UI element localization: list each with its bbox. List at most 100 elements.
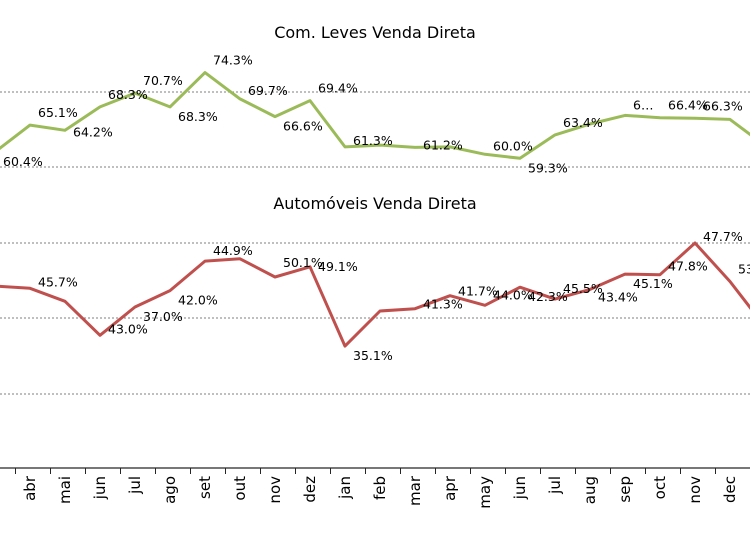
- data-point: [29, 287, 31, 290]
- data-point: [484, 153, 486, 156]
- x-tick-labels: mar abr mai jun jul ago set out nov dez jan feb mar a…: [0, 475, 739, 509]
- data-label: 68.3%: [178, 109, 218, 124]
- x-tick-label: oct: [651, 476, 669, 499]
- data-point: [659, 273, 661, 276]
- x-tick-label: jun: [511, 476, 529, 500]
- data-point: [64, 129, 66, 132]
- data-point: [484, 304, 486, 307]
- x-tick-label: ago: [161, 476, 179, 504]
- x-tick-label: dec: [721, 476, 739, 503]
- data-label: 69.4%: [318, 81, 358, 96]
- data-label: 44.9%: [213, 243, 253, 258]
- data-point: [204, 260, 206, 262]
- x-tick-label: jul: [546, 476, 564, 495]
- x-tick-label: out: [231, 476, 249, 501]
- data-label: 41.3%: [423, 297, 463, 312]
- x-tick-label: nov: [686, 476, 704, 504]
- x-tick-label: jul: [126, 476, 144, 495]
- data-label: 74.3%: [213, 53, 253, 68]
- data-point: [64, 300, 66, 303]
- data-label: 66.4%: [668, 98, 708, 113]
- x-tick-label: sep: [616, 476, 634, 503]
- data-point: [379, 310, 381, 312]
- data-point: [239, 98, 241, 100]
- x-axis-ticks: [15, 468, 716, 474]
- data-point: [624, 273, 626, 275]
- data-point: [414, 307, 416, 310]
- data-point: [239, 258, 241, 260]
- x-tick-label: aug: [581, 476, 599, 504]
- x-tick-label: mar: [0, 475, 4, 506]
- data-label: 60.4%: [3, 154, 43, 169]
- data-label: 47.7%: [703, 229, 743, 244]
- data-label: 60.0%: [493, 138, 533, 153]
- data-point: [729, 118, 731, 121]
- data-label: 70.7%: [143, 73, 183, 88]
- data-point: [344, 345, 346, 347]
- data-label: 47.8%: [668, 259, 708, 274]
- x-tick-label: apr: [441, 475, 459, 501]
- data-label: 63.4%: [563, 115, 603, 130]
- data-label: 42.0%: [178, 293, 218, 308]
- data-point: [379, 144, 381, 146]
- data-label: 35.1%: [353, 348, 393, 363]
- data-point: [694, 242, 696, 244]
- data-label: 37.0%: [143, 309, 183, 324]
- chart-title-com-leves: Com. Leves Venda Direta: [274, 23, 476, 42]
- data-point: [204, 71, 206, 74]
- data-label: 66.6%: [283, 119, 323, 134]
- x-tick-label: may: [476, 476, 494, 509]
- data-label: 43.4%: [598, 289, 638, 304]
- data-label: 45.7%: [38, 274, 78, 289]
- data-label: 45.5%: [563, 281, 603, 296]
- data-point: [694, 117, 696, 120]
- data-point: [169, 289, 171, 292]
- data-point: [589, 288, 591, 291]
- data-label: 6…: [633, 97, 653, 112]
- series-layer: 60.4%65.1%64.2%68.3%70.7%68.3%74.3%69.7%…: [0, 53, 750, 363]
- data-point: [309, 266, 311, 268]
- data-point: [99, 106, 101, 108]
- data-point: [274, 276, 276, 278]
- data-point: [554, 298, 556, 300]
- data-label: 61.3%: [353, 133, 393, 148]
- data-label: 64.2%: [73, 124, 113, 139]
- data-point: [134, 306, 136, 308]
- data-point: [449, 294, 451, 297]
- data-point: [309, 99, 311, 102]
- data-label: 66.3%: [703, 98, 743, 113]
- data-label: 68.3%: [108, 87, 148, 102]
- data-point: [449, 146, 451, 148]
- x-tick-label: mar: [406, 475, 424, 506]
- data-point: [274, 115, 276, 118]
- data-label: 45.1%: [633, 276, 673, 291]
- x-tick-label: feb: [371, 476, 389, 500]
- data-point: [659, 116, 661, 119]
- data-point: [134, 92, 136, 94]
- data-point: [414, 146, 416, 149]
- x-tick-label: nov: [266, 476, 284, 504]
- x-tick-label: abr: [21, 475, 39, 501]
- data-label: 61.2%: [423, 137, 463, 152]
- data-point: [29, 124, 31, 126]
- data-point: [169, 106, 171, 108]
- x-tick-label: set: [196, 476, 214, 499]
- data-point: [554, 134, 556, 136]
- x-tick-label: dez: [301, 476, 319, 503]
- data-point: [589, 123, 591, 125]
- data-point: [519, 157, 521, 160]
- x-tick-label: jan: [336, 476, 354, 500]
- data-point: [519, 286, 521, 289]
- data-label: 69.7%: [248, 83, 288, 98]
- data-label: 53.3%: [738, 262, 750, 277]
- data-label: 65.1%: [38, 105, 78, 120]
- x-tick-label: jun: [91, 476, 109, 500]
- data-label: 44.0%: [493, 287, 533, 302]
- x-tick-label: mai: [56, 476, 74, 504]
- gridlines: [0, 91, 750, 395]
- data-label: 59.3%: [528, 160, 568, 175]
- data-label: 42.3%: [528, 289, 568, 304]
- data-point: [729, 280, 731, 283]
- data-point: [99, 334, 101, 337]
- data-label: 49.1%: [318, 259, 358, 274]
